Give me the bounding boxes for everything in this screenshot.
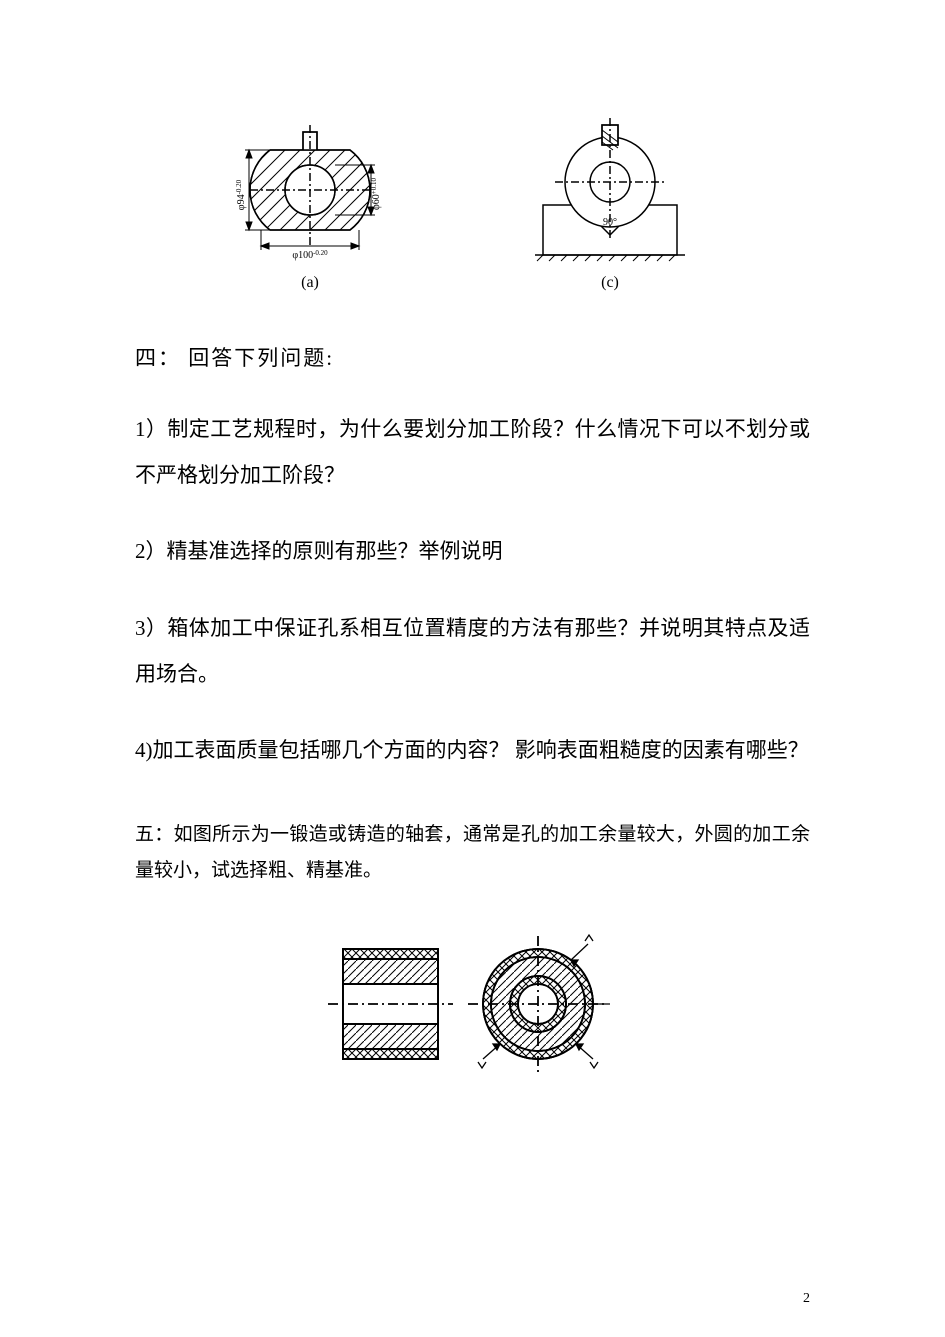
angle-90: 90°: [603, 217, 617, 228]
figure-a: φ94-0.20 φ100-0.20 φ60+0.10 (a): [225, 110, 395, 292]
figure-c-label: (c): [601, 274, 619, 292]
figure-c: 90° (c): [525, 110, 695, 292]
dim-94: φ94-0.20: [235, 179, 247, 210]
figure-a-svg: φ94-0.20 φ100-0.20 φ60+0.10: [225, 110, 395, 270]
question-4: 4)加工表面质量包括哪几个方面的内容？ 影响表面粗糙度的因素有哪些？: [135, 727, 810, 773]
figure-row-top: φ94-0.20 φ100-0.20 φ60+0.10 (a): [225, 110, 810, 292]
page-number: 2: [803, 1291, 810, 1307]
section-5-title: 五：如图所示为一锻造或铸造的轴套，通常是孔的加工余量较大，外圆的加工余量较小，试…: [135, 817, 810, 889]
question-2: 2）精基准选择的原则有那些？举例说明: [135, 528, 810, 574]
dim-60: φ60+0.10: [370, 178, 382, 210]
question-3: 3）箱体加工中保证孔系相互位置精度的方法有那些？并说明其特点及适用场合。: [135, 605, 810, 697]
figure-5: [135, 929, 810, 1079]
section-4-title: 四： 回答下列问题:: [135, 342, 810, 372]
question-1: 1）制定工艺规程时，为什么要划分加工阶段？什么情况下可以不划分或不严格划分加工阶…: [135, 406, 810, 498]
figure-5-svg: [308, 929, 638, 1079]
figure-a-label: (a): [301, 274, 319, 292]
dim-100: φ100-0.20: [292, 249, 328, 261]
figure-c-svg: 90°: [525, 110, 695, 270]
